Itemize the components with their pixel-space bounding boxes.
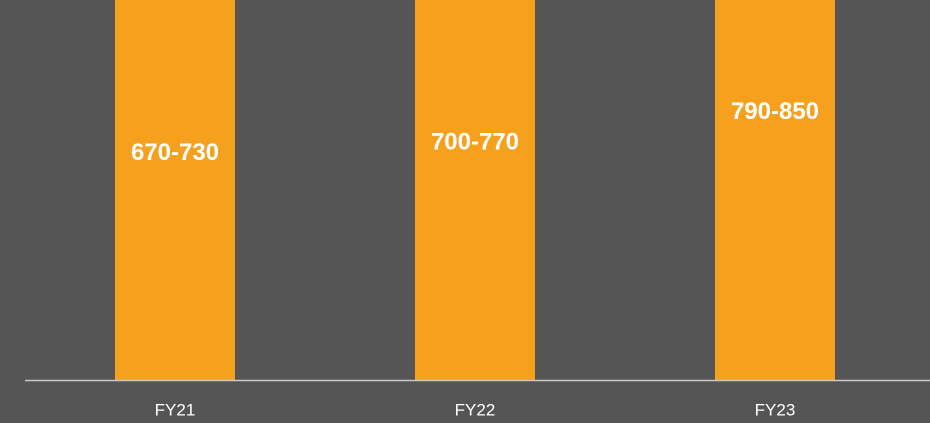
value-label: 790-850	[731, 98, 819, 125]
bar-segment	[415, 0, 535, 380]
bar-segment	[115, 0, 235, 380]
value-label: 670-730	[131, 139, 219, 166]
x-tick-label: FY21	[155, 400, 196, 419]
bar-segment	[715, 0, 835, 380]
x-tick-label: FY22	[455, 400, 496, 419]
value-label: 700-770	[431, 129, 519, 156]
x-tick-label: FY23	[755, 400, 796, 419]
